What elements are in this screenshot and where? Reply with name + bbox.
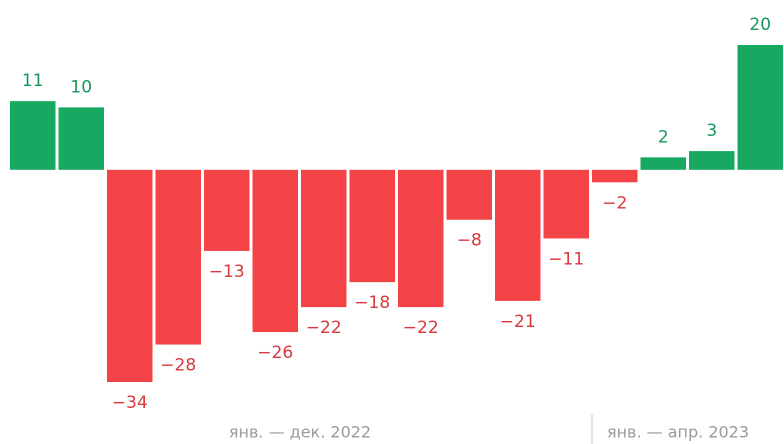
value-label: −26 — [257, 343, 293, 363]
value-label: −18 — [354, 293, 390, 313]
value-label: −22 — [403, 318, 439, 338]
value-label: 2 — [658, 127, 669, 147]
bar — [349, 169, 395, 283]
bar — [689, 151, 735, 170]
value-label: 20 — [749, 15, 771, 35]
bar — [155, 169, 201, 345]
bar — [398, 169, 444, 308]
bar — [543, 169, 589, 239]
value-label: −11 — [548, 249, 584, 269]
bar — [301, 169, 347, 308]
bar — [58, 107, 104, 170]
bar — [592, 169, 638, 183]
bar — [640, 157, 686, 170]
value-label: −13 — [209, 262, 245, 282]
value-label: −28 — [160, 356, 196, 376]
bar — [495, 169, 541, 301]
value-label: 11 — [22, 71, 44, 91]
bar — [107, 169, 153, 382]
bar — [10, 101, 56, 170]
value-label: −21 — [500, 312, 536, 332]
value-label: 3 — [706, 121, 717, 141]
value-label: −34 — [112, 393, 148, 413]
bar — [204, 169, 250, 251]
value-label: −22 — [306, 318, 342, 338]
bar — [737, 45, 783, 170]
x-group-label: янв. — апр. 2023 — [607, 423, 749, 442]
value-label: −2 — [602, 193, 627, 213]
bar — [252, 169, 298, 333]
bar — [446, 169, 492, 220]
x-group-label: янв. — дек. 2022 — [229, 423, 371, 442]
value-label: −8 — [457, 231, 482, 251]
value-label: 10 — [70, 77, 92, 97]
